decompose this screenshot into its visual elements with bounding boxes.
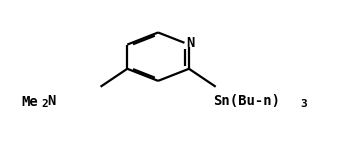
- Text: Me: Me: [21, 95, 38, 109]
- Text: Sn(Bu-n): Sn(Bu-n): [213, 94, 280, 108]
- Text: 3: 3: [300, 99, 307, 109]
- Text: 2: 2: [41, 99, 48, 109]
- Text: N: N: [47, 94, 55, 108]
- Text: N: N: [187, 36, 195, 50]
